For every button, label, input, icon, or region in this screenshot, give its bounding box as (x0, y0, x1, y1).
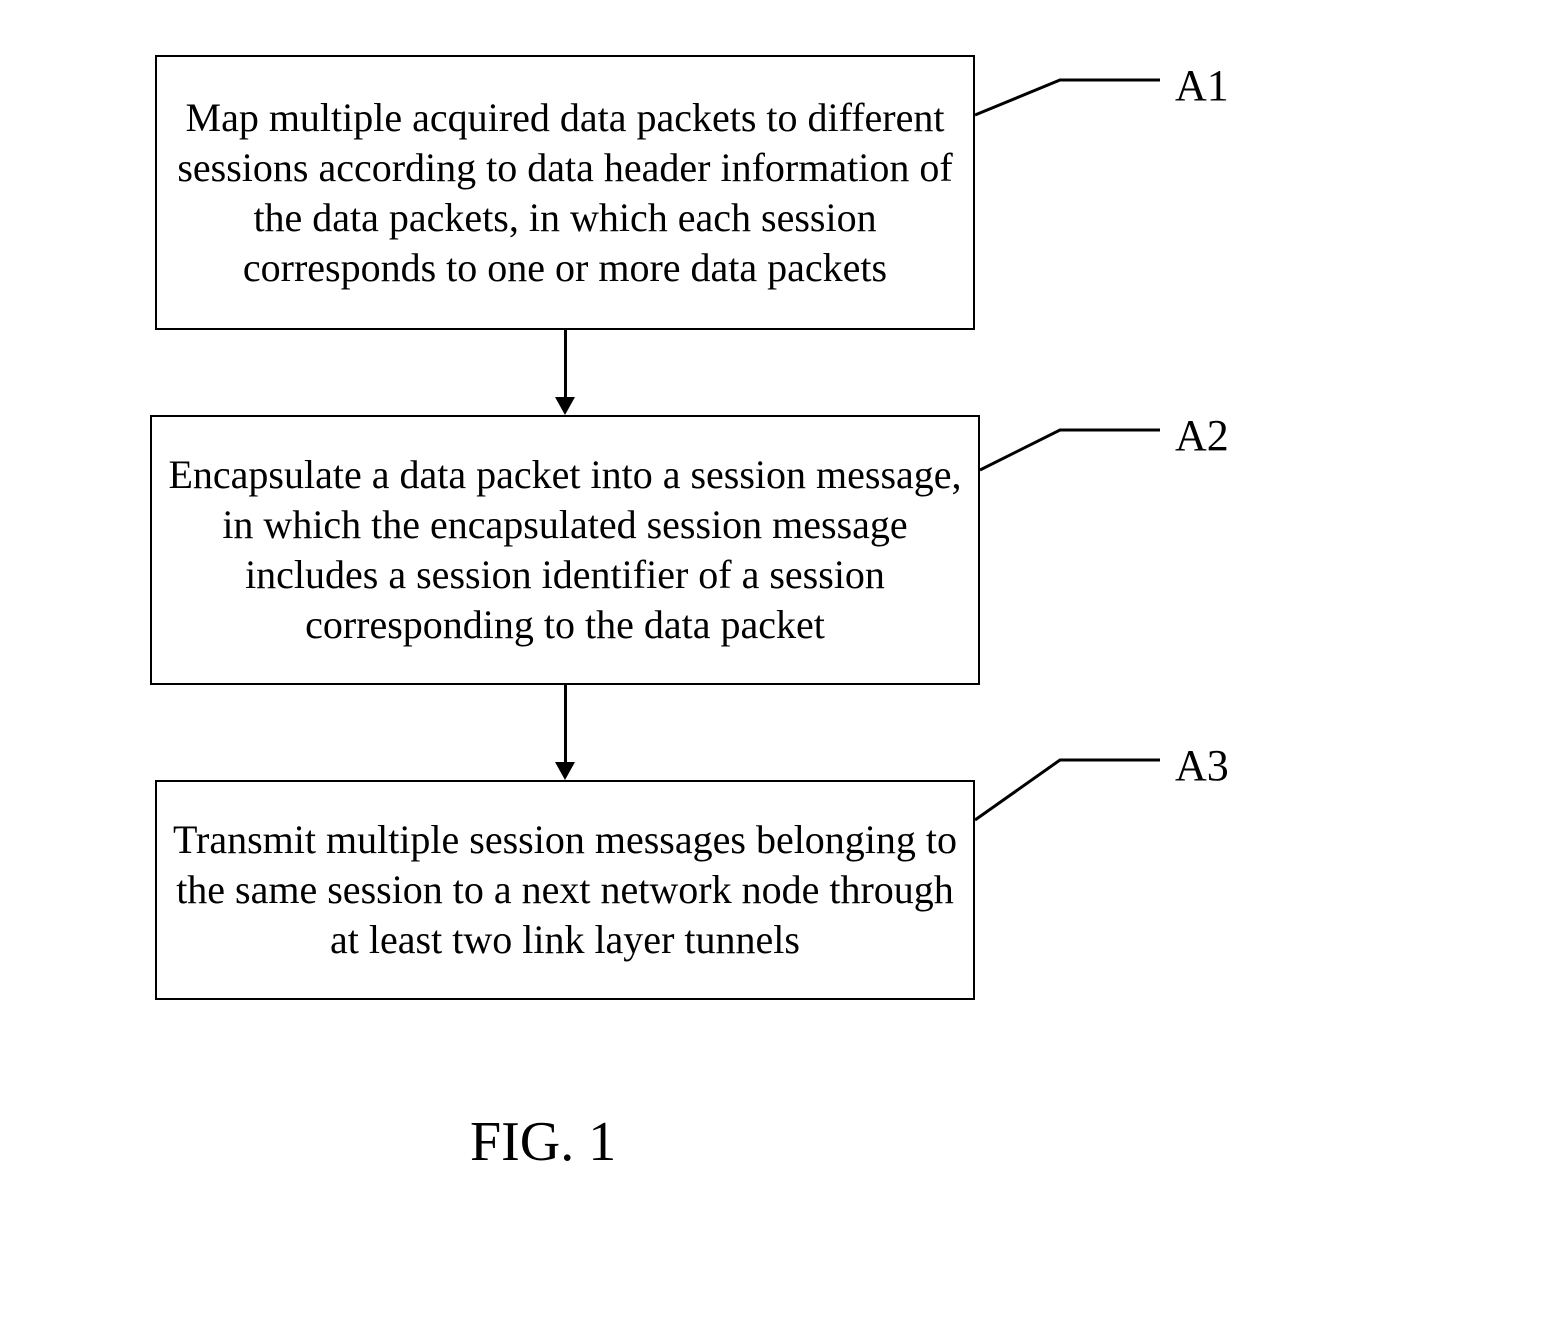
leader-a3 (0, 0, 1541, 1339)
leader-a3-path (975, 760, 1160, 820)
flowchart: Map multiple acquired data packets to di… (0, 0, 1541, 1339)
label-a1: A1 (1175, 60, 1229, 111)
figure-caption: FIG. 1 (470, 1110, 616, 1174)
label-a3: A3 (1175, 740, 1229, 791)
label-a2: A2 (1175, 410, 1229, 461)
